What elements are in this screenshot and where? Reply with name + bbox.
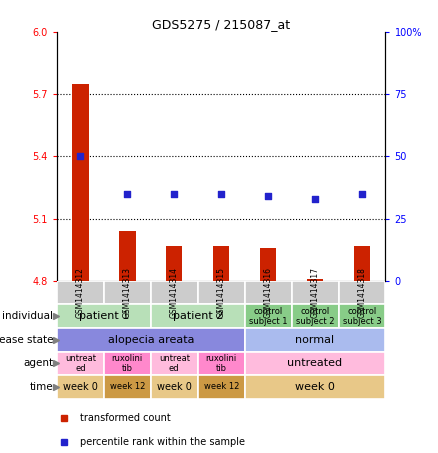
Bar xyxy=(198,281,245,304)
Text: GSM1414316: GSM1414316 xyxy=(264,267,272,318)
Bar xyxy=(245,352,385,375)
Text: untreated: untreated xyxy=(287,358,343,368)
Text: week 12: week 12 xyxy=(204,382,239,391)
Bar xyxy=(245,375,385,399)
Text: transformed count: transformed count xyxy=(80,413,171,423)
Text: patient 1: patient 1 xyxy=(79,311,129,321)
Text: week 0: week 0 xyxy=(63,382,98,392)
Text: GSM1414315: GSM1414315 xyxy=(217,267,226,318)
Text: week 0: week 0 xyxy=(157,382,192,392)
Bar xyxy=(245,281,292,304)
Bar xyxy=(104,281,151,304)
Text: GSM1414312: GSM1414312 xyxy=(76,267,85,318)
Text: GSM1414313: GSM1414313 xyxy=(123,267,132,318)
Bar xyxy=(57,328,245,352)
Point xyxy=(124,190,131,198)
Bar xyxy=(213,246,230,281)
Bar xyxy=(119,231,135,281)
Bar xyxy=(339,304,385,328)
Text: time: time xyxy=(29,382,53,392)
Point xyxy=(358,190,365,198)
Text: normal: normal xyxy=(296,335,335,345)
Text: GSM1414318: GSM1414318 xyxy=(357,267,367,318)
Bar xyxy=(57,352,104,375)
Text: percentile rank within the sample: percentile rank within the sample xyxy=(80,437,245,447)
Text: GSM1414317: GSM1414317 xyxy=(311,267,320,318)
Text: GSM1414314: GSM1414314 xyxy=(170,267,179,318)
Text: untreat
ed: untreat ed xyxy=(159,354,190,373)
Text: disease state: disease state xyxy=(0,335,53,345)
Bar xyxy=(151,281,198,304)
Text: week 12: week 12 xyxy=(110,382,145,391)
Bar xyxy=(57,375,104,399)
Text: agent: agent xyxy=(23,358,53,368)
Bar xyxy=(104,352,151,375)
Point xyxy=(171,190,178,198)
Bar xyxy=(292,304,339,328)
Text: control
subject 3: control subject 3 xyxy=(343,307,381,326)
Text: untreat
ed: untreat ed xyxy=(65,354,96,373)
Text: control
subject 1: control subject 1 xyxy=(249,307,287,326)
Point xyxy=(311,195,318,202)
Bar xyxy=(57,304,151,328)
Text: control
subject 2: control subject 2 xyxy=(296,307,334,326)
Bar xyxy=(198,375,245,399)
Bar xyxy=(307,279,323,281)
Bar xyxy=(245,304,292,328)
Title: GDS5275 / 215087_at: GDS5275 / 215087_at xyxy=(152,18,290,30)
Bar xyxy=(260,248,276,281)
Text: patient 2: patient 2 xyxy=(173,311,223,321)
Bar xyxy=(245,328,385,352)
Bar xyxy=(151,375,198,399)
Point xyxy=(265,193,272,200)
Text: ruxolini
tib: ruxolini tib xyxy=(112,354,143,373)
Bar xyxy=(354,246,370,281)
Bar xyxy=(166,246,183,281)
Text: individual: individual xyxy=(2,311,53,321)
Bar xyxy=(104,375,151,399)
Bar xyxy=(339,281,385,304)
Point xyxy=(218,190,225,198)
Bar xyxy=(151,304,245,328)
Bar xyxy=(72,84,88,281)
Text: ruxolini
tib: ruxolini tib xyxy=(205,354,237,373)
Bar xyxy=(151,352,198,375)
Point xyxy=(77,153,84,160)
Bar xyxy=(198,352,245,375)
Text: week 0: week 0 xyxy=(295,382,335,392)
Bar xyxy=(57,281,104,304)
Text: alopecia areata: alopecia areata xyxy=(108,335,194,345)
Bar xyxy=(292,281,339,304)
